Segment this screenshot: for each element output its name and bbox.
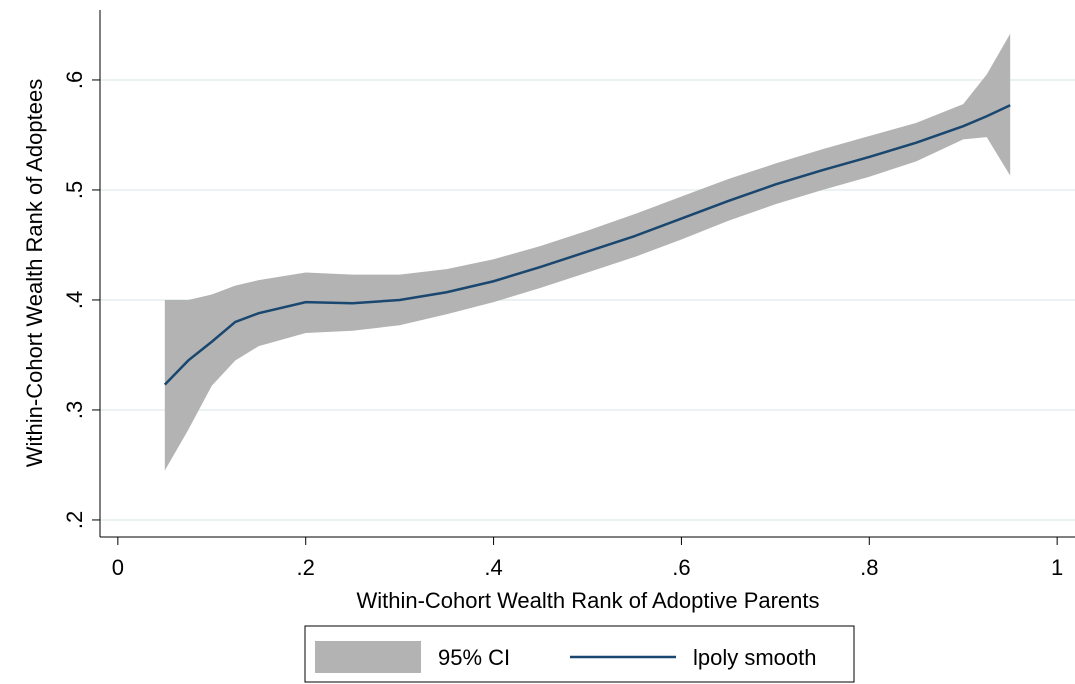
x-tick-label: .4 [484,555,502,580]
x-axis-label: Within-Cohort Wealth Rank of Adoptive Pa… [356,588,819,613]
x-tick-label: .6 [672,555,690,580]
y-tick-label: .4 [62,291,87,309]
y-tick-label: .6 [62,71,87,89]
x-tick-label: 0 [112,555,124,580]
x-tick-label: 1 [1051,555,1063,580]
legend-label: lpoly smooth [693,645,817,670]
y-tick-label: .3 [62,401,87,419]
y-axis-label: Within-Cohort Wealth Rank of Adoptees [22,79,47,467]
legend-swatch [315,641,421,673]
x-tick-label: .2 [297,555,315,580]
y-tick-label: .2 [62,511,87,529]
legend-label: 95% CI [438,645,510,670]
smooth-line [163,104,1011,386]
y-tick-label: .5 [62,181,87,199]
x-tick-label: .8 [860,555,878,580]
